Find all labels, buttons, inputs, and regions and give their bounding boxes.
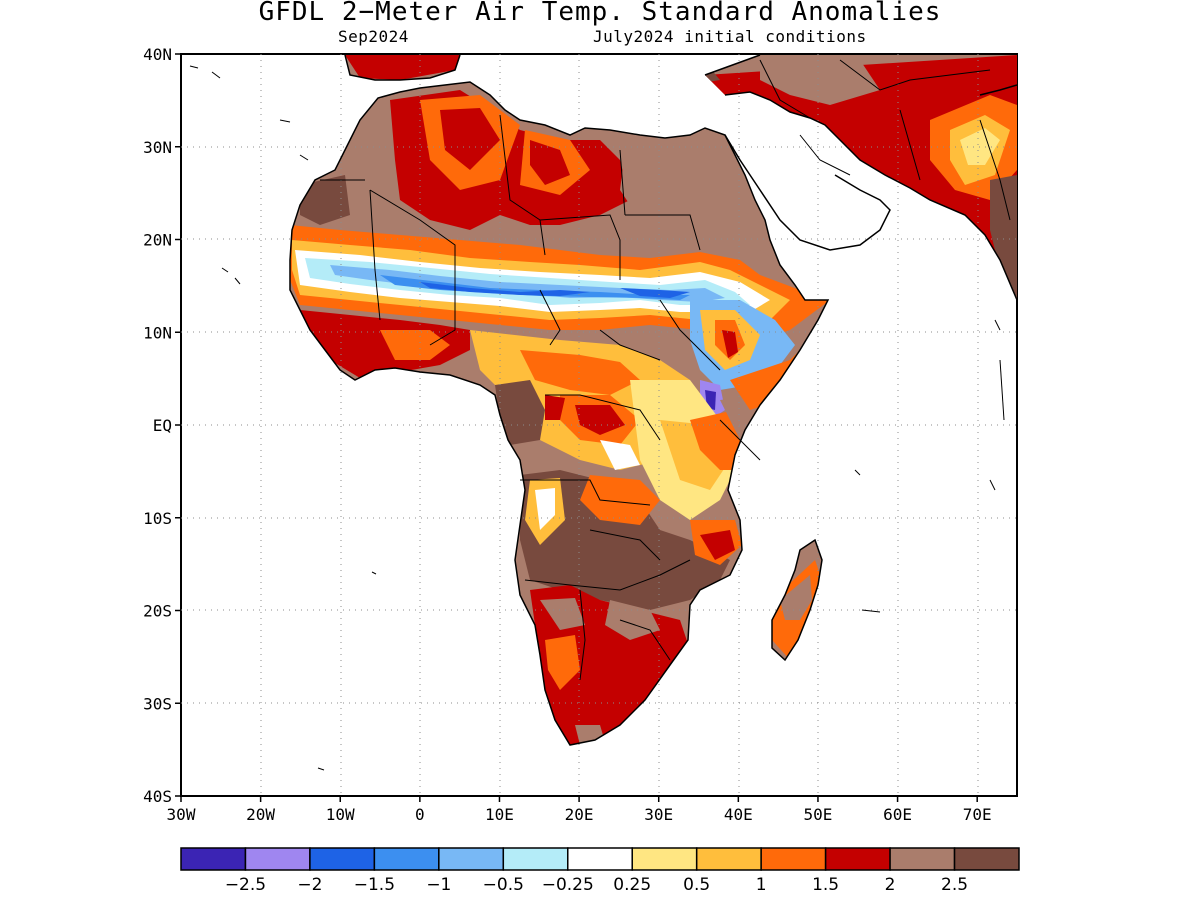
islands bbox=[189, 65, 1005, 771]
lon-tick-label: 10E bbox=[485, 805, 514, 824]
colorbar-label: 1 bbox=[756, 875, 767, 895]
lat-tick-label: 10S bbox=[143, 509, 172, 528]
lat-tick-label: 30S bbox=[143, 694, 172, 713]
colorbar-label: −0.5 bbox=[483, 875, 524, 895]
colorbar-label: 0.25 bbox=[613, 875, 651, 895]
colorbar-swatch bbox=[180, 847, 247, 871]
colorbar-label: 1.5 bbox=[812, 875, 839, 895]
forecast-month: Sep2024 bbox=[338, 27, 409, 46]
colorbar-swatch bbox=[502, 847, 569, 871]
colorbar-swatch bbox=[631, 847, 698, 871]
colorbar-label: 0.5 bbox=[683, 875, 710, 895]
initial-conditions: July2024 initial conditions bbox=[593, 27, 867, 46]
lon-tick-label: 60E bbox=[883, 805, 912, 824]
lat-tick-label: 40N bbox=[143, 45, 172, 64]
lat-tick-label: 40S bbox=[143, 787, 172, 806]
colorbar-swatch bbox=[244, 847, 311, 871]
lat-tick-label: 30N bbox=[143, 138, 172, 157]
colorbar-label: −2.5 bbox=[225, 875, 266, 895]
colorbar-label: 2.5 bbox=[941, 875, 968, 895]
lon-tick-label: 30E bbox=[644, 805, 673, 824]
map-title: GFDL 2−Meter Air Temp. Standard Anomalie… bbox=[258, 0, 942, 27]
lat-tick-label: EQ bbox=[153, 416, 172, 435]
colorbar-swatch bbox=[760, 847, 827, 871]
lon-tick-label: 40E bbox=[724, 805, 753, 824]
gridlines bbox=[181, 54, 1017, 796]
colorbar-swatch bbox=[695, 847, 762, 871]
lon-tick-label: 30W bbox=[167, 805, 196, 824]
lon-tick-label: 20E bbox=[565, 805, 594, 824]
colorbar-label: −1 bbox=[426, 875, 451, 895]
lon-tick-label: 0 bbox=[415, 805, 425, 824]
lon-tick-label: 50E bbox=[803, 805, 832, 824]
lat-tick-label: 10N bbox=[143, 323, 172, 342]
country-borders bbox=[320, 59, 1011, 681]
colorbar-label: −1.5 bbox=[354, 875, 395, 895]
lat-tick-label: 20N bbox=[143, 231, 172, 250]
colorbar-swatch bbox=[373, 847, 440, 871]
colorbar-swatch bbox=[889, 847, 956, 871]
colorbar-swatch bbox=[567, 847, 633, 871]
lon-tick-label: 70E bbox=[963, 805, 992, 824]
lon-tick-label: 10W bbox=[326, 805, 355, 824]
lon-tick-label: 20W bbox=[246, 805, 275, 824]
colorbar-swatch bbox=[438, 847, 505, 871]
lat-tick-label: 20S bbox=[143, 602, 172, 621]
colorbar-swatch bbox=[953, 847, 1020, 871]
colorbar-label: −0.25 bbox=[542, 875, 594, 895]
coastlines bbox=[289, 54, 1017, 746]
colorbar: −2.5 −2 −1.5 −1 −0.5 −0.25 0.25 0.5 1 1.5 2 2.5 bbox=[180, 847, 1020, 895]
colorbar-swatch bbox=[309, 847, 376, 871]
colorbar-label: −2 bbox=[297, 875, 322, 895]
colorbar-label: 2 bbox=[885, 875, 896, 895]
colorbar-swatch bbox=[824, 847, 891, 871]
